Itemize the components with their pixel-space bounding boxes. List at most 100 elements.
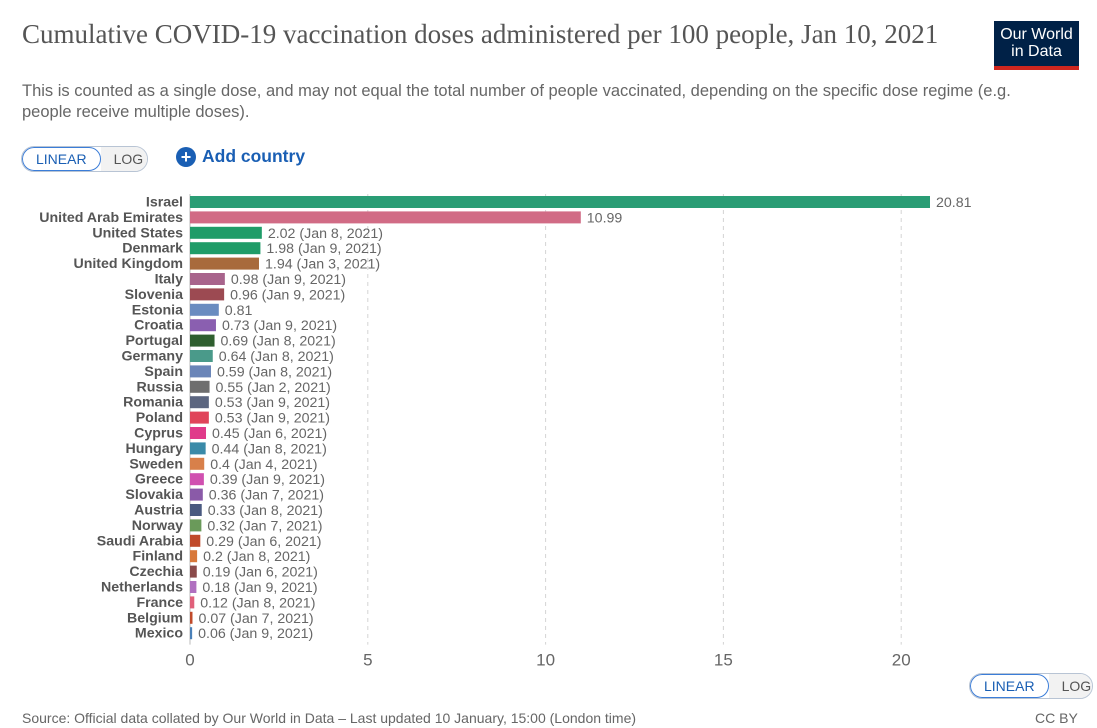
category-label: Italy — [155, 272, 183, 288]
bar — [190, 596, 195, 609]
x-tick-label: 10 — [536, 651, 555, 670]
bar — [190, 196, 930, 208]
bar — [190, 365, 211, 378]
value-label: 0.53 (Jan 9, 2021) — [215, 411, 330, 427]
value-label: 0.81 — [225, 303, 253, 319]
scale-toggle-bottom: LINEAR LOG — [969, 673, 1093, 699]
bar — [190, 550, 198, 563]
logo-line-2: in Data — [1011, 43, 1062, 60]
add-country-label: Add country — [202, 146, 306, 166]
category-label: Austria — [134, 503, 183, 519]
x-tick-label: 0 — [185, 651, 194, 670]
linear-scale-button[interactable]: LINEAR — [22, 147, 101, 171]
category-label: Estonia — [132, 302, 183, 318]
log-scale-button[interactable]: LOG — [100, 147, 147, 171]
owid-logo[interactable]: Our World in Data — [994, 21, 1079, 70]
bar — [190, 380, 210, 393]
category-label: Czechia — [129, 564, 183, 580]
value-label: 0.73 (Jan 9, 2021) — [222, 318, 337, 334]
category-label: Spain — [144, 364, 183, 380]
bar — [190, 504, 202, 516]
bar — [190, 257, 259, 270]
bar — [190, 319, 216, 332]
x-tick-label: 15 — [714, 651, 733, 670]
add-country-button[interactable]: + Add country — [176, 146, 305, 167]
category-label: Slovakia — [125, 487, 183, 503]
bar — [190, 442, 206, 455]
logo-line-1: Our World — [1000, 26, 1073, 43]
bar-chart: 0 5 10 15 20 Israel 20.81 United Arab Emirates 1… — [39, 194, 972, 670]
value-label: 1.94 (Jan 3, 2021) — [265, 257, 380, 273]
source-note: Source: Official data collated by Our Wo… — [22, 710, 637, 726]
value-label: 0.4 (Jan 4, 2021) — [210, 457, 317, 473]
category-label: Mexico — [135, 626, 183, 642]
bar — [190, 519, 202, 532]
value-label: 2.02 (Jan 8, 2021) — [268, 226, 383, 242]
license-link[interactable]: CC BY — [1035, 710, 1078, 726]
bar — [190, 288, 225, 301]
x-tick-label: 5 — [363, 651, 372, 670]
category-label: United States — [92, 225, 183, 241]
bar — [190, 226, 262, 239]
bar — [190, 473, 204, 486]
value-label: 0.64 (Jan 8, 2021) — [219, 349, 334, 365]
bar — [190, 427, 207, 439]
chart-subtitle: This is counted as a single dose, and ma… — [22, 82, 1011, 121]
bar — [190, 303, 219, 316]
category-label: Poland — [136, 410, 183, 426]
value-label: 0.2 (Jan 8, 2021) — [203, 549, 310, 565]
value-label: 0.59 (Jan 8, 2021) — [217, 364, 332, 380]
value-label: 0.32 (Jan 7, 2021) — [207, 518, 322, 534]
value-label: 0.12 (Jan 8, 2021) — [200, 595, 315, 611]
category-label: Denmark — [122, 241, 183, 257]
category-label: Croatia — [134, 318, 183, 334]
scale-toggle-top: LINEAR LOG — [21, 146, 148, 172]
value-label: 20.81 — [936, 195, 972, 211]
category-label: United Arab Emirates — [39, 210, 183, 226]
value-label: 0.33 (Jan 8, 2021) — [208, 503, 323, 519]
bar — [190, 581, 197, 593]
bar — [190, 611, 193, 624]
category-label: Germany — [121, 349, 183, 365]
bar — [190, 242, 261, 255]
category-label: Saudi Arabia — [97, 533, 183, 549]
category-label: United Kingdom — [73, 256, 183, 272]
value-label: 0.07 (Jan 7, 2021) — [198, 611, 313, 627]
category-label: Romania — [123, 395, 183, 411]
category-label: Greece — [135, 472, 183, 488]
bar — [190, 273, 225, 285]
value-label: 0.06 (Jan 9, 2021) — [198, 626, 313, 642]
category-label: Hungary — [125, 441, 183, 457]
x-tick-label: 20 — [892, 651, 911, 670]
category-label: Belgium — [127, 610, 183, 626]
value-label: 0.96 (Jan 9, 2021) — [230, 287, 345, 303]
bar — [190, 350, 213, 362]
category-label: Finland — [133, 549, 183, 565]
category-label: Slovenia — [125, 287, 183, 303]
bar — [190, 411, 209, 424]
value-label: 0.98 (Jan 9, 2021) — [231, 272, 346, 288]
value-label: 0.55 (Jan 2, 2021) — [216, 380, 331, 396]
value-label: 0.39 (Jan 9, 2021) — [210, 472, 325, 488]
value-label: 0.69 (Jan 8, 2021) — [221, 334, 336, 350]
category-label: Sweden — [129, 456, 183, 472]
value-label: 10.99 — [587, 210, 623, 226]
value-label: 0.36 (Jan 7, 2021) — [209, 488, 324, 504]
value-label: 0.29 (Jan 6, 2021) — [206, 534, 321, 550]
log-scale-button-bottom[interactable]: LOG — [1048, 674, 1092, 698]
bar — [190, 488, 203, 501]
category-label: Russia — [136, 379, 183, 395]
bar — [190, 457, 205, 470]
value-label: 0.53 (Jan 9, 2021) — [215, 395, 330, 411]
bar — [190, 211, 581, 224]
linear-scale-button-bottom[interactable]: LINEAR — [970, 674, 1049, 698]
bar — [190, 334, 215, 347]
category-label: Israel — [146, 195, 183, 211]
chart-title: Cumulative COVID-19 vaccination doses ad… — [22, 19, 939, 49]
category-label: Norway — [132, 518, 183, 534]
category-label: Cyprus — [134, 426, 183, 442]
bar — [190, 565, 197, 578]
value-label: 0.19 (Jan 6, 2021) — [203, 565, 318, 581]
bar — [190, 627, 193, 640]
value-label: 0.18 (Jan 9, 2021) — [202, 580, 317, 596]
